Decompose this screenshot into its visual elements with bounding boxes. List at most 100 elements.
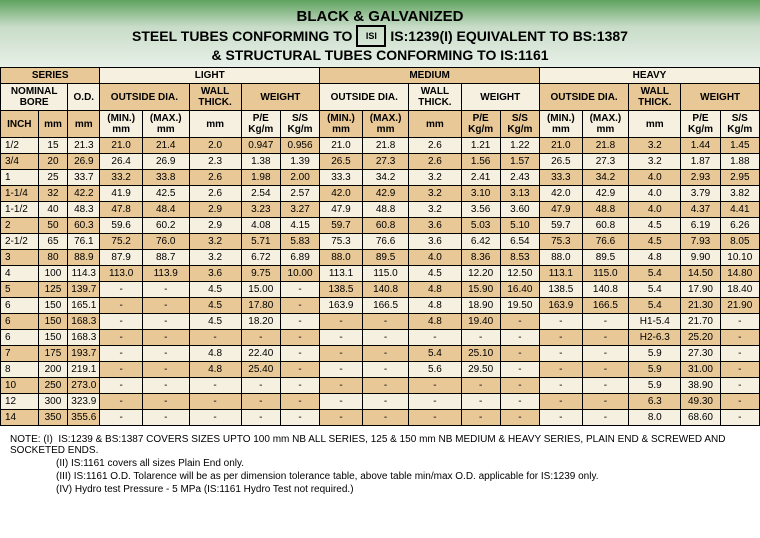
table-cell: - (280, 298, 319, 314)
table-cell: - (409, 330, 461, 346)
table-cell: - (280, 394, 319, 410)
table-cell: 2.43 (500, 170, 539, 186)
th-h-ss: S/S Kg/m (720, 111, 759, 138)
table-cell: 300 (38, 394, 68, 410)
table-cell: 4.5 (629, 218, 681, 234)
table-cell: 10.10 (720, 250, 759, 266)
table-cell: 12.20 (461, 266, 500, 282)
table-cell: 3 (1, 250, 39, 266)
table-cell: - (320, 410, 363, 426)
table-cell: 1.57 (500, 154, 539, 170)
table-cell: 113.1 (320, 266, 363, 282)
th-mm1: mm (38, 111, 68, 138)
table-cell: 115.0 (362, 266, 409, 282)
table-cell: 5.9 (629, 362, 681, 378)
table-row: 1-1/24048.347.848.42.93.233.2747.948.83.… (1, 202, 760, 218)
table-cell: - (142, 282, 189, 298)
table-cell: 10 (1, 378, 39, 394)
table-cell: - (320, 314, 363, 330)
table-cell: - (241, 330, 280, 346)
table-body: 1/21521.321.021.42.00.9470.95621.021.82.… (1, 138, 760, 426)
table-cell: 5.71 (241, 234, 280, 250)
table-cell: 5.4 (629, 266, 681, 282)
table-cell: 6 (1, 314, 39, 330)
table-cell: - (540, 314, 583, 330)
notes-section: NOTE: (I) IS:1239 & BS:1387 COVERS SIZES… (0, 426, 760, 505)
note-2: (II) IS:1161 covers all sizes Plain End … (10, 458, 750, 469)
table-cell: 33.3 (540, 170, 583, 186)
table-cell: 2.6 (409, 154, 461, 170)
table-cell: 48.8 (582, 202, 629, 218)
title-2a: STEEL TUBES CONFORMING TO (132, 28, 352, 44)
table-row: 1/21521.321.021.42.00.9470.95621.021.82.… (1, 138, 760, 154)
table-cell: 3.23 (241, 202, 280, 218)
table-cell: - (720, 314, 759, 330)
table-cell: 4.5 (189, 314, 241, 330)
table-cell: - (362, 394, 409, 410)
table-cell: 6.89 (280, 250, 319, 266)
table-cell: 47.9 (320, 202, 363, 218)
table-cell: 15.90 (461, 282, 500, 298)
table-cell: H2-6.3 (629, 330, 681, 346)
table-cell: - (720, 362, 759, 378)
table-cell: 3.2 (409, 170, 461, 186)
table-cell: - (100, 394, 143, 410)
table-cell: 10.00 (280, 266, 319, 282)
table-cell: 2.9 (189, 218, 241, 234)
table-cell: 76.6 (362, 234, 409, 250)
table-cell: 3.2 (629, 138, 681, 154)
note-3: (III) IS:1161 O.D. Tolarence will be as … (10, 471, 750, 482)
table-cell: 4.8 (409, 282, 461, 298)
table-cell: 2.93 (681, 170, 720, 186)
table-cell: 33.2 (100, 170, 143, 186)
table-cell: - (362, 314, 409, 330)
table-cell: 87.9 (100, 250, 143, 266)
table-cell: 4 (1, 266, 39, 282)
table-row: 6150168.3--4.518.20---4.819.40---H1-5.42… (1, 314, 760, 330)
table-cell: 76.6 (582, 234, 629, 250)
table-cell: - (500, 378, 539, 394)
note-4: (IV) Hydro test Pressure - 5 MPa (IS:116… (10, 484, 750, 495)
table-cell: 273.0 (68, 378, 100, 394)
table-cell: 2.3 (189, 154, 241, 170)
table-cell: - (189, 330, 241, 346)
table-cell: 27.30 (681, 346, 720, 362)
table-cell: - (241, 410, 280, 426)
table-cell: 4.5 (629, 234, 681, 250)
table-cell: 49.30 (681, 394, 720, 410)
table-cell: 5.9 (629, 346, 681, 362)
table-cell: 20 (38, 154, 68, 170)
table-cell: 34.2 (582, 170, 629, 186)
table-cell: - (320, 362, 363, 378)
table-cell: 4.8 (189, 362, 241, 378)
table-cell: 163.9 (320, 298, 363, 314)
table-cell: - (280, 410, 319, 426)
table-cell: - (362, 410, 409, 426)
table-row: 10250273.0------------5.938.90- (1, 378, 760, 394)
table-cell: 19.40 (461, 314, 500, 330)
th-light: LIGHT (100, 68, 320, 84)
table-cell: 25 (38, 170, 68, 186)
table-row: 6150168.3------------H2-6.325.20- (1, 330, 760, 346)
th-h-weight: WEIGHT (681, 84, 760, 111)
th-l-odia: OUTSIDE DIA. (100, 84, 189, 111)
table-row: 2-1/26576.175.276.03.25.715.8375.376.63.… (1, 234, 760, 250)
table-cell: 12 (1, 394, 39, 410)
table-cell: 114.3 (68, 266, 100, 282)
table-cell: 88.7 (142, 250, 189, 266)
th-l-ss: S/S Kg/m (280, 111, 319, 138)
table-cell: - (582, 378, 629, 394)
table-cell: - (241, 378, 280, 394)
table-cell: 6.26 (720, 218, 759, 234)
th-series: SERIES (1, 68, 100, 84)
table-cell: - (540, 330, 583, 346)
table-cell: 18.20 (241, 314, 280, 330)
table-cell: 139.7 (68, 282, 100, 298)
table-cell: 219.1 (68, 362, 100, 378)
table-cell: 5.10 (500, 218, 539, 234)
th-h-min: (MIN.) mm (540, 111, 583, 138)
table-cell: 4.5 (189, 298, 241, 314)
table-cell: 22.40 (241, 346, 280, 362)
table-cell: 6.19 (681, 218, 720, 234)
th-m-wmm: mm (409, 111, 461, 138)
